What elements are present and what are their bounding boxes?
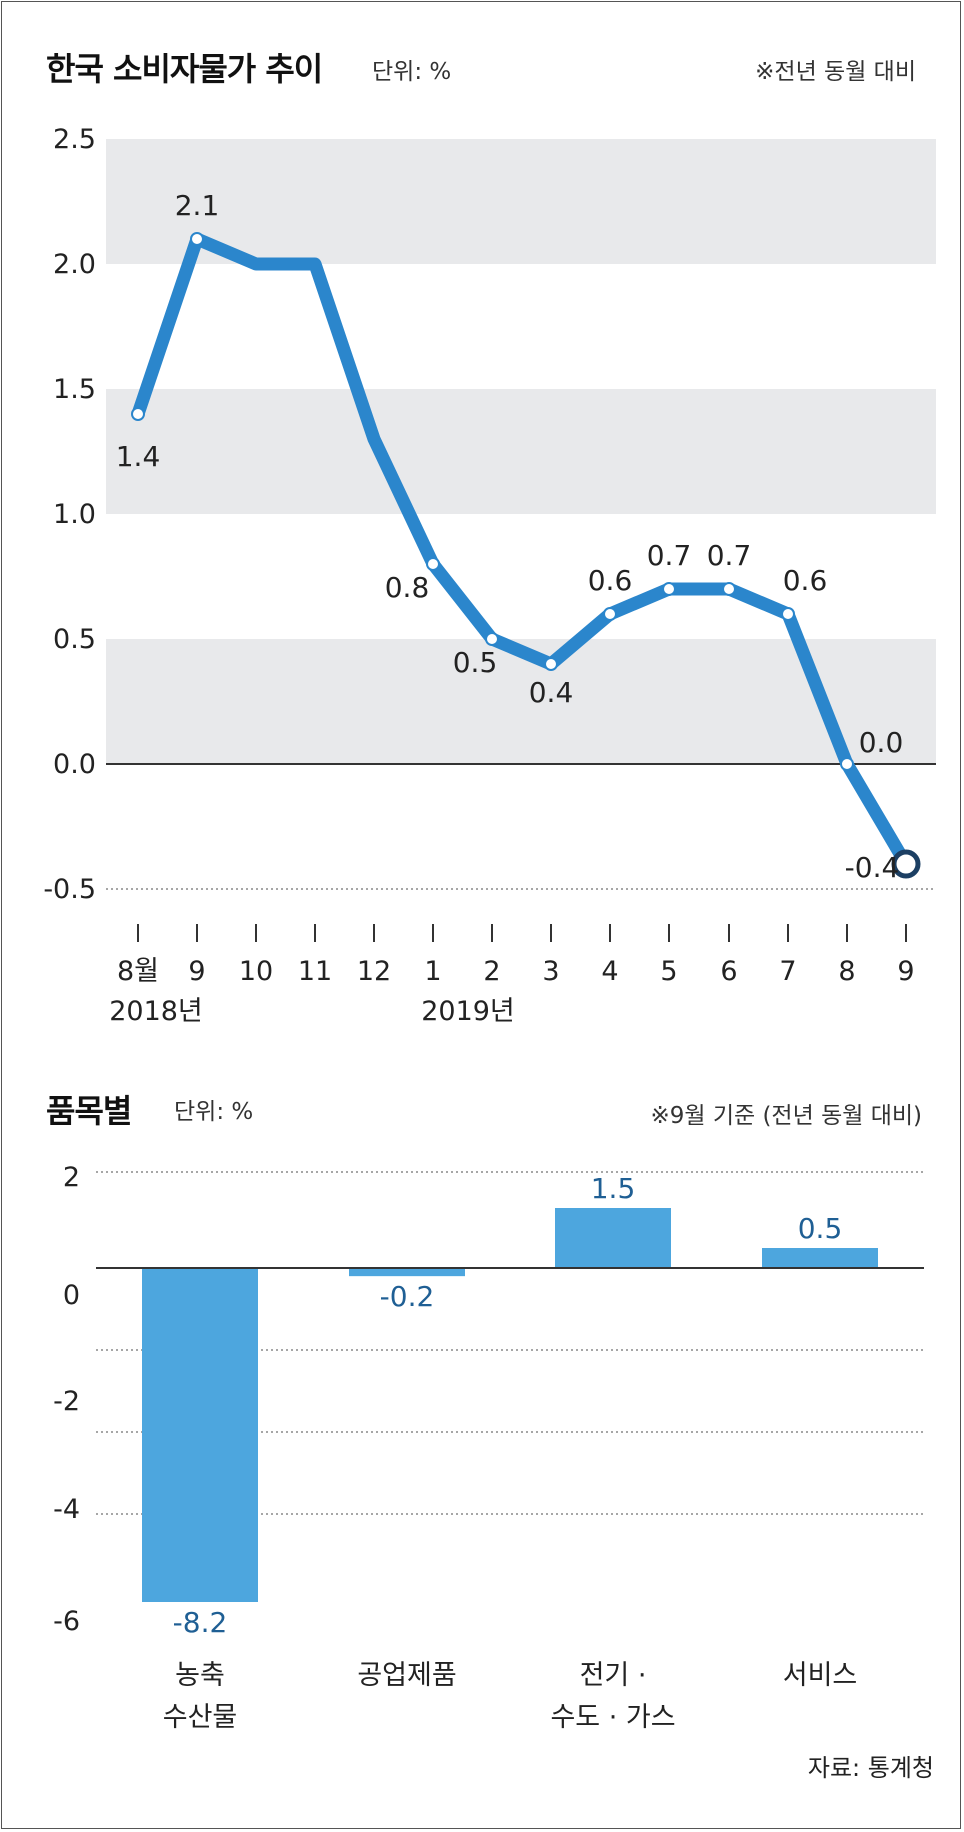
- category-label: 전기 ·: [580, 1660, 647, 1691]
- y-tick-label: 2.0: [53, 249, 96, 280]
- grid-band: [106, 389, 936, 514]
- data-label: 0.7: [707, 539, 752, 572]
- data-label: -0.4: [845, 851, 900, 884]
- line-chart-title: 한국 소비자물가 추이: [46, 50, 323, 88]
- y-tick-label: -2: [53, 1386, 80, 1417]
- line-chart-unit: 단위: %: [372, 59, 452, 85]
- data-label: 0.0: [859, 726, 904, 759]
- y-tick-label: 2: [63, 1162, 80, 1193]
- year-label: 2019년: [421, 996, 515, 1027]
- x-tick-label: 6: [720, 956, 737, 987]
- bar: [142, 1268, 258, 1602]
- category-label: 서비스: [783, 1660, 858, 1691]
- x-tick-label: 5: [660, 956, 677, 987]
- data-label: 1.4: [116, 440, 161, 473]
- x-tick-label: 11: [298, 956, 332, 987]
- line-chart-note: ※전년 동월 대비: [755, 59, 916, 85]
- grid-band: [106, 639, 936, 764]
- bar: [555, 1208, 671, 1268]
- category-label: 공업제품: [357, 1660, 456, 1691]
- bar-chart-unit: 단위: %: [174, 1099, 254, 1125]
- x-tick-label: 8월: [117, 956, 159, 987]
- x-tick-label: 2: [483, 956, 500, 987]
- data-label: 0.6: [588, 564, 633, 597]
- x-tick-label: 4: [601, 956, 618, 987]
- x-tick-label: 3: [542, 956, 559, 987]
- y-tick-label: 1.0: [53, 499, 96, 530]
- source-label: 자료: 통계청: [807, 1754, 934, 1782]
- x-tick-label: 1: [424, 956, 441, 987]
- bar-value-label: 0.5: [798, 1212, 843, 1245]
- data-point: [781, 607, 795, 621]
- data-label: 0.4: [529, 676, 574, 709]
- category-label: 농축: [175, 1660, 225, 1691]
- data-label: 0.5: [453, 646, 498, 679]
- x-tick-label: 7: [779, 956, 796, 987]
- y-tick-label: 0.5: [53, 624, 96, 655]
- y-tick-label: -6: [53, 1606, 80, 1637]
- bar-value-label: -0.2: [380, 1280, 435, 1313]
- y-tick-label: -4: [53, 1494, 80, 1525]
- data-point: [426, 557, 440, 571]
- data-label: 0.6: [783, 564, 828, 597]
- y-tick-label: -0.5: [43, 874, 96, 905]
- bar-chart-note: ※9월 기준 (전년 동월 대비): [650, 1103, 922, 1129]
- data-point: [485, 632, 499, 646]
- y-tick-label: 0: [63, 1280, 80, 1311]
- data-point: [190, 232, 204, 246]
- y-tick-label: 0.0: [53, 749, 96, 780]
- x-tick-label: 8: [838, 956, 855, 987]
- bar-chart-title: 품목별: [46, 1092, 132, 1130]
- series-line: [131, 232, 913, 871]
- bar-value-label: 1.5: [591, 1172, 636, 1205]
- data-point-latest: [891, 849, 921, 879]
- data-point: [722, 582, 736, 596]
- category-label: 수산물: [163, 1702, 238, 1733]
- x-tick-label: 10: [239, 956, 273, 987]
- data-label: 0.7: [647, 539, 692, 572]
- data-point: [544, 657, 558, 671]
- x-tick-label: 9: [188, 956, 205, 987]
- category-label: 수도 · 가스: [550, 1702, 675, 1733]
- data-point: [131, 407, 145, 421]
- data-point: [840, 757, 854, 771]
- data-label: 0.8: [385, 571, 430, 604]
- grid-band: [106, 139, 936, 264]
- data-point: [662, 582, 676, 596]
- data-point: [603, 607, 617, 621]
- data-label: 2.1: [175, 189, 220, 222]
- y-tick-label: 1.5: [53, 374, 96, 405]
- line-chart: 2.52.01.51.00.50.0-0.58월 9 10 11 12 1 2 3 4 5 6 7 8 9…: [43, 124, 936, 1027]
- x-tick-label: 9: [897, 956, 914, 987]
- y-tick-label: 2.5: [53, 124, 96, 155]
- bar: [762, 1248, 878, 1268]
- x-tick-label: 12: [357, 956, 391, 987]
- bar-value-label: -8.2: [173, 1606, 228, 1639]
- year-label: 2018년: [109, 996, 203, 1027]
- bar: [349, 1268, 465, 1277]
